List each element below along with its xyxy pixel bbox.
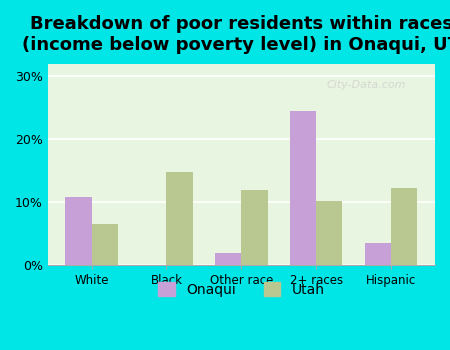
Text: City-Data.com: City-Data.com: [327, 80, 406, 90]
Legend: Onaqui, Utah: Onaqui, Utah: [153, 276, 330, 302]
Bar: [365, 243, 391, 265]
Bar: [91, 224, 118, 265]
Bar: [316, 201, 342, 265]
Bar: [166, 172, 193, 265]
Bar: [65, 197, 91, 265]
Bar: [215, 253, 241, 265]
Bar: [241, 190, 268, 265]
Title: Breakdown of poor residents within races
(income below poverty level) in Onaqui,: Breakdown of poor residents within races…: [22, 15, 450, 54]
Bar: [290, 111, 316, 265]
Bar: [391, 188, 418, 265]
